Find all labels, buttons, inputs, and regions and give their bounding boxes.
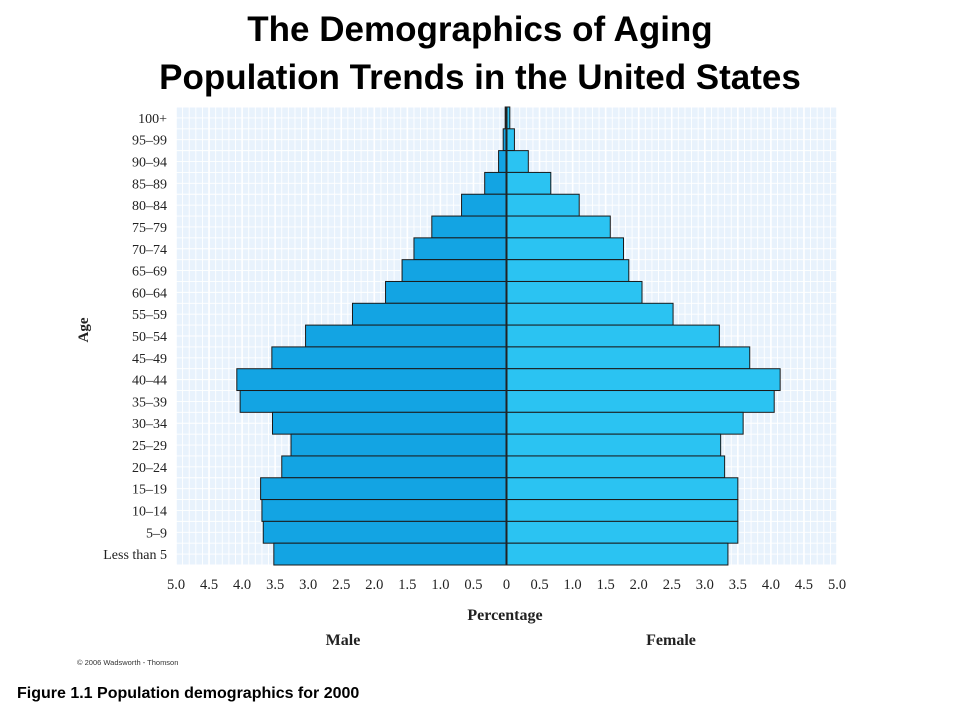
percentage-tick-label: 0.5 [464,577,482,593]
female-bar [506,259,630,282]
male-bar [305,324,507,348]
female-bar [506,346,751,370]
male-bar [260,477,507,501]
percentage-tick-label: 4.0 [233,577,251,593]
percentage-tick-label: 5.0 [828,577,846,593]
percentage-tick-label: 0.5 [530,577,548,593]
percentage-tick-label: 3.0 [696,577,714,593]
percentage-tick-label: 1.5 [597,577,615,593]
male-bar [385,280,507,304]
male-bar [498,150,507,173]
figure-caption: Figure 1.1 Population demographics for 2… [17,685,360,702]
age-tick-label: 80–84 [132,199,167,214]
age-tick-label: 70–74 [132,243,167,258]
male-bar [401,259,508,282]
chart-subtitle: Population Trends in the United States [159,58,801,97]
age-tick-label: 5–9 [146,526,167,541]
female-bar [506,477,739,501]
percentage-tick-label: 4.0 [762,577,780,593]
female-side-label: Female [646,632,696,649]
age-tick-label: 95–99 [132,134,167,149]
female-bar [506,499,739,522]
female-bar [506,542,729,566]
age-tick-label: 30–34 [132,417,167,432]
female-bar [506,128,515,152]
x-axis-label: Percentage [467,607,542,624]
chart-title: The Demographics of Aging [247,10,713,49]
age-tick-label: 100+ [138,112,167,127]
age-tick-label: 15–19 [132,483,167,498]
age-tick-label: 20–24 [132,461,167,476]
male-bar [261,499,507,522]
female-bar [506,433,722,457]
percentage-tick-label: 1.5 [398,577,416,593]
y-axis-label: Age [76,317,92,342]
female-bar [506,150,529,173]
percentage-tick-labels: 5.0 4.5 4.0 3.5 3.0 2.5 2.0 1.5 1.0 0.5 0 0.5 1.0 1.5… [167,577,846,593]
male-bar [351,302,507,326]
male-bar [484,171,508,195]
age-tick-label: 10–14 [132,504,167,519]
percentage-tick-label: 2.0 [630,577,648,593]
male-bar [262,520,508,544]
percentage-tick-label: 0 [503,577,510,593]
age-tick-label: 55–59 [132,308,167,323]
female-bar [506,215,611,239]
female-bar [506,171,552,195]
percentage-tick-label: 5.0 [167,577,185,593]
age-tick-labels: 100+ 95–99 90–94 85–89 80–84 75–79 70–74 65–69 6… [103,112,167,563]
female-bar [506,324,720,348]
age-tick-label: 75–79 [132,221,167,236]
male-bar [413,237,507,261]
male-bar [461,193,508,217]
age-tick-label: Less than 5 [103,548,167,563]
male-side-label: Male [326,632,361,649]
female-bar [506,280,643,304]
percentage-tick-label: 3.0 [299,577,317,593]
male-bars [236,106,508,566]
percentage-tick-label: 2.0 [365,577,383,593]
male-bar [236,368,507,392]
male-bar [271,346,507,370]
percentage-tick-label: 3.5 [729,577,747,593]
female-bar [506,520,739,544]
percentage-tick-label: 3.5 [266,577,284,593]
female-bar [506,302,674,326]
male-bar [239,390,507,413]
age-tick-label: 45–49 [132,352,167,367]
age-tick-label: 40–44 [132,374,167,389]
male-bar [281,455,508,479]
age-tick-label: 35–39 [132,395,167,410]
age-tick-label: 90–94 [132,156,167,171]
age-tick-label: 50–54 [132,330,167,345]
female-bar [506,390,775,413]
percentage-tick-label: 2.5 [332,577,350,593]
age-tick-label: 60–64 [132,286,167,301]
percentage-tick-label: 1.0 [564,577,582,593]
female-bar [506,368,781,392]
male-bar [272,411,508,435]
female-bar [506,455,726,479]
percentage-tick-label: 2.5 [663,577,681,593]
female-bar [506,411,744,435]
age-tick-label: 85–89 [132,177,167,192]
male-bar [431,215,508,239]
percentage-tick-label: 1.0 [431,577,449,593]
age-tick-label: 25–29 [132,439,167,454]
percentage-tick-label: 4.5 [200,577,218,593]
age-tick-label: 65–69 [132,265,167,280]
copyright-notice: © 2006 Wadsworth - Thomson [77,658,179,667]
percentage-tick-label: 4.5 [795,577,813,593]
female-bar [506,237,624,261]
male-bar [273,542,507,566]
male-bar [290,433,507,457]
female-bar [506,193,580,217]
